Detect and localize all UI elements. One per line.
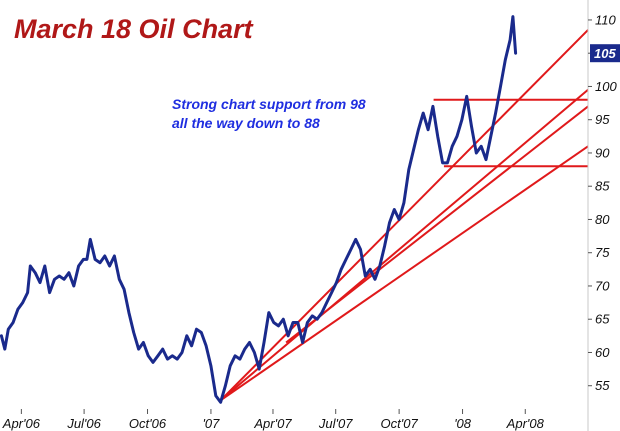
last-value-text: 105 (594, 46, 616, 61)
annotation-line-1: Strong chart support from 98 (172, 96, 366, 112)
x-tick-label-5: Jul'07 (318, 416, 353, 431)
x-tick-label-8: Apr'08 (506, 416, 545, 431)
trendline-4 (285, 105, 589, 344)
trendline-1 (219, 29, 589, 402)
x-tick-label-7: '08 (454, 416, 472, 431)
y-tick-label-80: 80 (595, 212, 610, 227)
y-tick-label-60: 60 (595, 345, 610, 360)
x-tick-label-1: Jul'06 (66, 416, 101, 431)
trendlines (219, 29, 589, 402)
y-tick-label-85: 85 (595, 179, 610, 194)
trendline-3 (220, 145, 589, 402)
x-tick-label-6: Oct'07 (381, 416, 419, 431)
annotation-line-2: all the way down to 88 (172, 115, 320, 131)
y-tick-label-90: 90 (595, 145, 610, 160)
chart-title: March 18 Oil Chart (14, 14, 254, 44)
last-value-badge (590, 44, 620, 63)
x-tick-label-4: Apr'07 (253, 416, 292, 431)
y-tick-label-65: 65 (595, 312, 610, 327)
y-tick-label-75: 75 (595, 245, 610, 260)
x-tick-label-2: Oct'06 (129, 416, 167, 431)
y-tick-label-110: 110 (595, 12, 616, 27)
price-line (0, 15, 518, 404)
y-axis-ticks: 55 60 65 70 75 80 85 90 95 100 105 110 (588, 12, 617, 393)
y-tick-label-95: 95 (595, 112, 610, 127)
price-series (0, 15, 518, 404)
y-tick-label-55: 55 (595, 378, 610, 393)
x-tick-label-3: '07 (202, 416, 220, 431)
last-value-label: 105 (590, 44, 620, 63)
trendline-2 (219, 89, 589, 402)
y-tick-label-100: 100 (595, 79, 617, 94)
y-tick-label-70: 70 (595, 278, 610, 293)
annotation: Strong chart support from 98 all the way … (172, 96, 366, 131)
x-axis-ticks: Apr'06 Jul'06 Oct'06 '07 Apr'07 Jul'07 Oct'07 '… (2, 409, 545, 431)
support-lines (433, 98, 588, 168)
x-tick-label-0: Apr'06 (2, 416, 41, 431)
